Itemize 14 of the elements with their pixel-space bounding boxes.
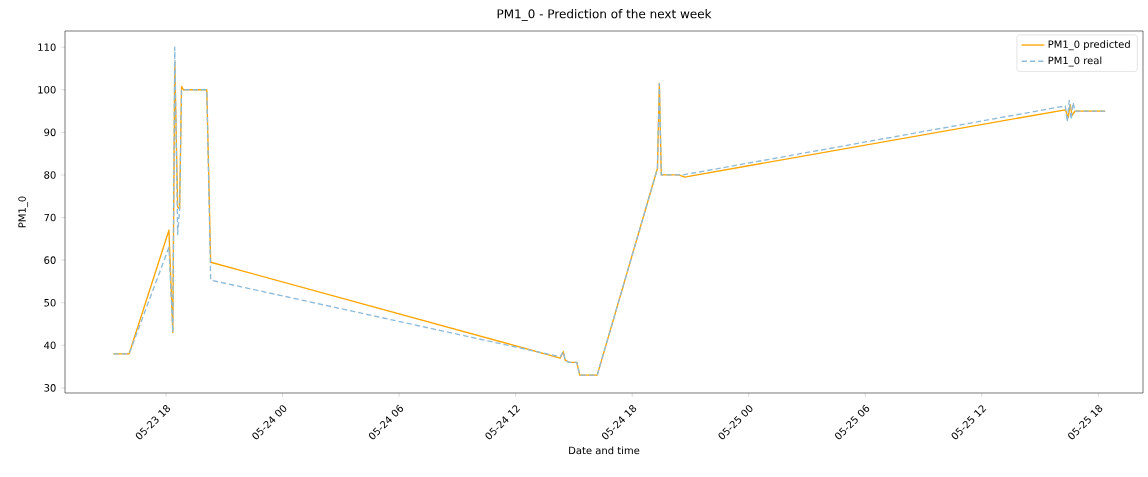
chart-title: PM1_0 - Prediction of the next week: [497, 9, 712, 21]
y-tick-label: 80: [44, 171, 56, 179]
x-axis-title: Date and time: [569, 446, 640, 455]
y-tick-label: 60: [44, 256, 56, 264]
y-tick-label: 50: [44, 298, 56, 307]
y-tick-label: 90: [44, 128, 56, 137]
y-tick-label: 70: [44, 213, 56, 222]
y-tick-label: 110: [38, 43, 56, 51]
y-tick-label: 40: [44, 341, 56, 350]
legend-label: PM1_0 predicted: [1048, 40, 1130, 51]
legend-label: PM1_0 real: [1048, 56, 1102, 67]
y-axis-title: PM1_0: [18, 196, 29, 228]
y-tick-label: 30: [44, 384, 56, 392]
y-tick-label: 100: [38, 85, 56, 94]
